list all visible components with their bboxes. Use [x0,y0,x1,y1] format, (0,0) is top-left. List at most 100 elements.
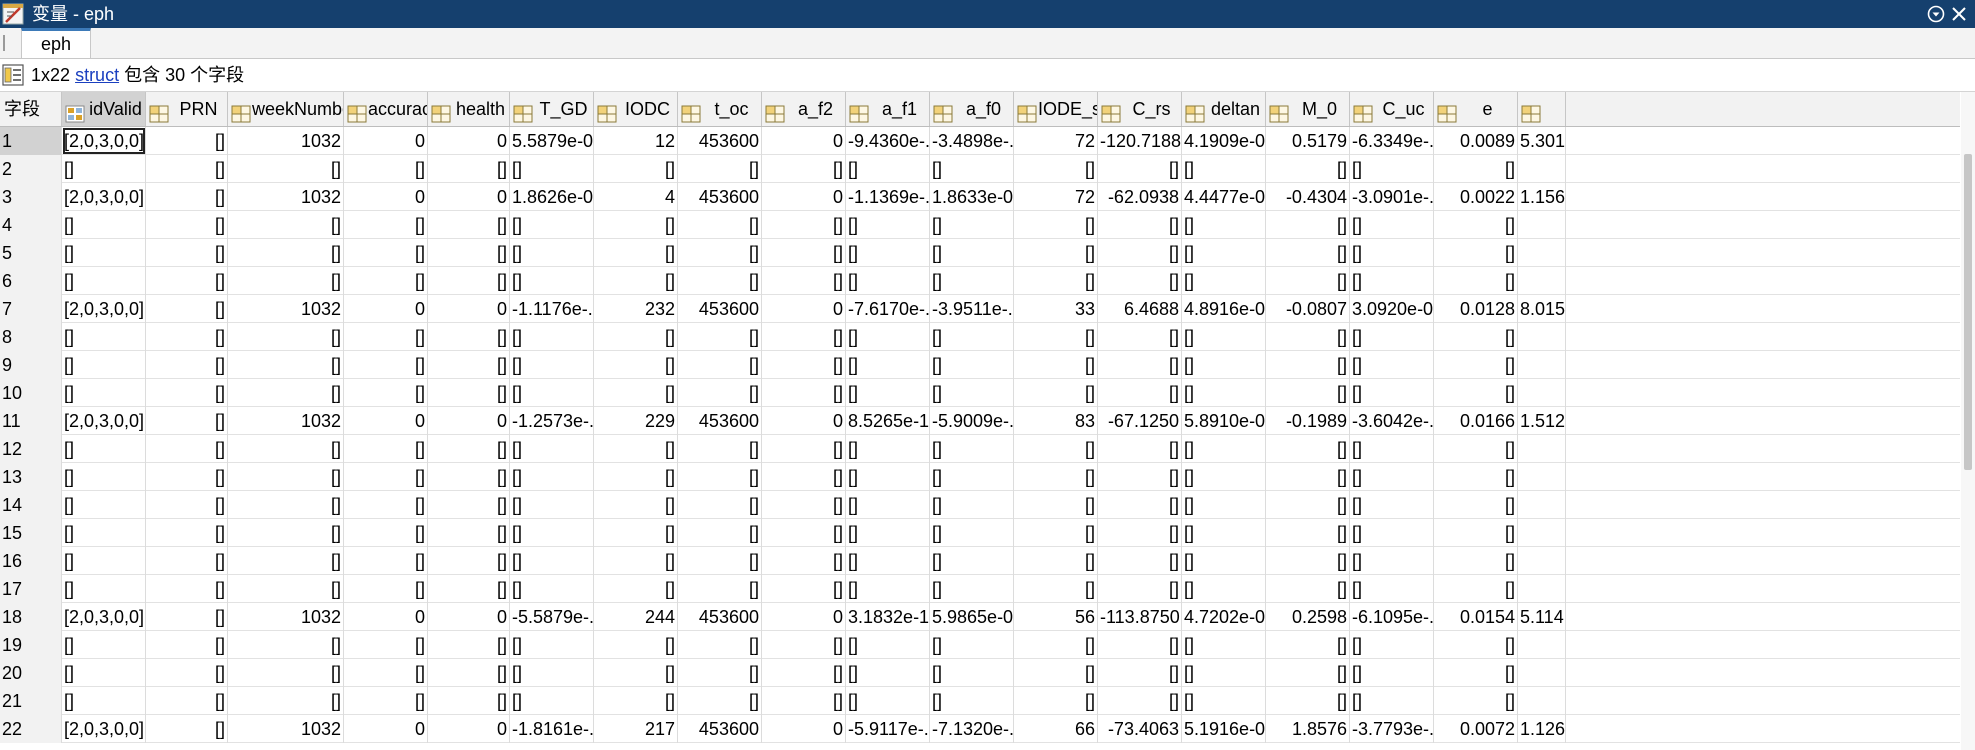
table-cell[interactable]: [] [428,659,510,687]
row-header[interactable]: 6 [0,267,62,295]
column-header-accuracy[interactable]: accuracy [344,92,428,126]
row-header[interactable]: 15 [0,519,62,547]
table-cell[interactable] [1518,547,1566,575]
table-cell[interactable]: [] [762,379,846,407]
table-cell[interactable]: [2,0,3,0,0] [62,183,146,211]
table-cell[interactable]: [] [1182,323,1266,351]
table-cell[interactable]: [] [678,575,762,603]
table-cell[interactable]: 0.0022 [1434,183,1518,211]
column-header-deltan[interactable]: deltan [1182,92,1266,126]
table-cell[interactable]: 453600 [678,183,762,211]
table-cell[interactable]: [] [428,687,510,715]
table-cell[interactable]: [] [762,519,846,547]
table-cell[interactable]: [] [146,659,228,687]
table-cell[interactable]: [] [1434,631,1518,659]
row-header[interactable]: 4 [0,211,62,239]
table-cell[interactable]: [] [510,435,594,463]
table-cell[interactable]: [] [344,239,428,267]
column-header-e[interactable]: e [1434,92,1518,126]
table-cell[interactable]: [] [846,547,930,575]
table-cell[interactable]: [] [762,491,846,519]
table-cell[interactable]: [] [1266,435,1350,463]
table-cell[interactable]: [] [1014,659,1098,687]
table-cell[interactable] [1518,155,1566,183]
table-cell[interactable]: 453600 [678,715,762,743]
row-header[interactable]: 3 [0,183,62,211]
table-cell[interactable]: [2,0,3,0,0] [62,295,146,323]
table-cell[interactable]: [] [594,659,678,687]
table-cell[interactable]: [] [344,435,428,463]
table-cell[interactable]: [] [146,603,228,631]
table-cell[interactable]: [] [1434,267,1518,295]
table-cell[interactable]: [] [428,379,510,407]
table-cell[interactable]: [] [1266,323,1350,351]
table-cell[interactable]: [] [846,491,930,519]
table-cell[interactable]: [] [510,351,594,379]
table-cell[interactable]: [] [510,687,594,715]
column-header-t-oc[interactable]: t_oc [678,92,762,126]
table-cell[interactable]: -120.7188 [1098,127,1182,155]
table-cell[interactable]: [] [594,687,678,715]
table-cell[interactable]: [] [228,575,344,603]
table-cell[interactable]: [] [146,463,228,491]
table-cell[interactable]: [] [1350,687,1434,715]
table-cell[interactable]: [] [146,519,228,547]
table-cell[interactable]: 232 [594,295,678,323]
table-cell[interactable]: [] [678,155,762,183]
table-cell[interactable]: [] [344,659,428,687]
table-cell[interactable]: [] [62,575,146,603]
table-cell[interactable]: [] [1014,687,1098,715]
table-cell[interactable]: [] [594,547,678,575]
table-cell[interactable]: 453600 [678,407,762,435]
table-cell[interactable]: [] [1014,491,1098,519]
table-cell[interactable]: 5.8910e-09 [1182,407,1266,435]
row-header[interactable]: 16 [0,547,62,575]
table-cell[interactable]: 1.8576 [1266,715,1350,743]
table-cell[interactable]: [] [762,211,846,239]
table-cell[interactable]: [] [1098,379,1182,407]
table-cell[interactable]: [] [428,435,510,463]
table-cell[interactable]: 1032 [228,127,344,155]
table-cell[interactable]: [] [762,687,846,715]
table-cell[interactable]: [] [846,519,930,547]
table-cell[interactable]: [] [1098,547,1182,575]
table-cell[interactable] [1518,575,1566,603]
table-cell[interactable]: [] [62,435,146,463]
table-cell[interactable]: [] [1014,239,1098,267]
row-header[interactable]: 10 [0,379,62,407]
row-header[interactable]: 19 [0,631,62,659]
table-cell[interactable]: [] [594,155,678,183]
table-cell[interactable]: 8.015 [1518,295,1566,323]
table-cell[interactable]: [] [762,463,846,491]
table-cell[interactable]: [] [146,183,228,211]
table-cell[interactable]: [] [228,631,344,659]
table-cell[interactable]: [] [930,323,1014,351]
table-cell[interactable]: [] [678,687,762,715]
table-cell[interactable]: [] [1434,491,1518,519]
table-cell[interactable]: [] [1098,463,1182,491]
table-cell[interactable]: [] [1098,491,1182,519]
table-cell[interactable]: [] [1098,519,1182,547]
table-cell[interactable]: 0.5179 [1266,127,1350,155]
table-cell[interactable]: [] [594,351,678,379]
table-cell[interactable]: 6.4688 [1098,295,1182,323]
table-cell[interactable]: [] [1098,687,1182,715]
table-cell[interactable]: 4.7202e-09 [1182,603,1266,631]
table-cell[interactable]: [] [1266,575,1350,603]
table-cell[interactable]: [] [930,155,1014,183]
table-cell[interactable]: [] [930,491,1014,519]
table-cell[interactable]: 1032 [228,295,344,323]
table-cell[interactable]: [] [930,687,1014,715]
table-cell[interactable]: 0 [762,127,846,155]
table-cell[interactable]: [] [344,155,428,183]
column-header-c-uc[interactable]: C_uc [1350,92,1434,126]
table-cell[interactable]: [] [428,547,510,575]
row-header[interactable]: 17 [0,575,62,603]
table-cell[interactable]: [] [1434,547,1518,575]
table-cell[interactable]: -5.9117e-... [846,715,930,743]
table-cell[interactable]: -73.4063 [1098,715,1182,743]
table-cell[interactable]: [] [1182,547,1266,575]
table-cell[interactable]: [2,0,3,0,0] [62,715,146,743]
table-cell[interactable]: [] [1014,351,1098,379]
table-cell[interactable]: [] [1098,323,1182,351]
